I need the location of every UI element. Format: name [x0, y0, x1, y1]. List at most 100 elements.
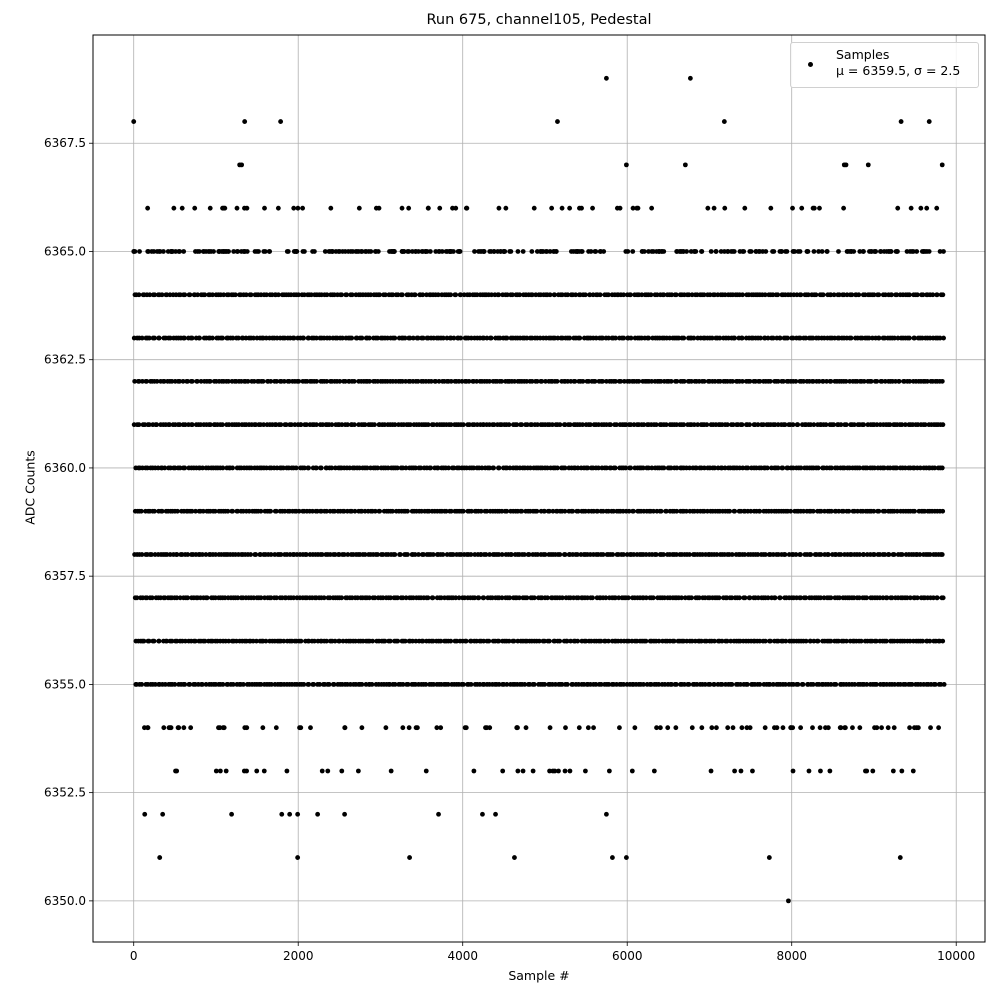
data-point	[161, 725, 167, 731]
data-point	[818, 552, 824, 557]
data-point	[410, 335, 416, 341]
data-point	[725, 249, 731, 254]
data-point	[370, 638, 375, 644]
data-point	[837, 725, 843, 731]
data-point	[831, 292, 837, 298]
y-tick-label: 6365.0	[44, 244, 86, 258]
data-point	[234, 205, 240, 211]
x-tick-label: 2000	[283, 949, 314, 963]
data-point	[717, 378, 723, 384]
data-point	[392, 422, 398, 428]
data-point	[920, 638, 926, 644]
data-point	[486, 638, 492, 644]
data-point	[430, 595, 436, 601]
data-point	[742, 595, 748, 601]
data-point	[460, 682, 466, 687]
data-point	[621, 292, 626, 298]
data-point	[621, 335, 627, 341]
data-point	[433, 249, 439, 254]
data-point	[852, 682, 858, 687]
data-point	[868, 249, 874, 254]
data-point	[359, 682, 365, 687]
data-point	[202, 292, 208, 298]
data-point	[254, 768, 260, 774]
data-point	[425, 422, 431, 428]
data-point	[372, 595, 378, 601]
data-point	[891, 552, 897, 557]
data-point	[438, 638, 444, 644]
data-point	[185, 552, 191, 557]
data-point	[308, 292, 314, 298]
data-point	[180, 378, 186, 384]
data-point	[688, 249, 694, 254]
data-point	[861, 552, 867, 557]
data-point	[861, 378, 867, 384]
data-point	[220, 422, 225, 428]
data-point	[793, 378, 799, 384]
data-point	[339, 422, 345, 428]
data-point	[631, 508, 636, 514]
data-point	[740, 465, 746, 471]
data-point	[585, 725, 591, 731]
data-point	[557, 422, 563, 428]
data-point	[235, 249, 241, 254]
data-point	[730, 422, 736, 428]
data-point	[848, 335, 854, 341]
data-point	[291, 335, 297, 341]
data-point	[293, 465, 299, 471]
data-point	[440, 335, 446, 341]
data-point	[810, 335, 816, 341]
data-point	[418, 465, 424, 471]
data-point	[907, 378, 913, 384]
data-point	[275, 205, 281, 211]
data-point	[262, 205, 267, 211]
data-point	[573, 292, 579, 298]
data-point	[324, 378, 330, 384]
data-point	[783, 682, 788, 687]
data-point	[329, 422, 335, 428]
data-point	[437, 205, 443, 211]
data-point	[499, 552, 505, 557]
data-point	[872, 725, 877, 731]
data-point	[833, 682, 839, 687]
data-point	[440, 552, 446, 557]
data-point	[152, 292, 158, 298]
data-point	[484, 508, 490, 514]
data-point	[650, 595, 656, 601]
data-point	[606, 638, 611, 644]
data-point	[567, 335, 573, 341]
data-point	[937, 335, 943, 341]
data-point	[534, 508, 540, 514]
data-point	[481, 638, 487, 644]
data-point	[454, 638, 460, 644]
data-point	[850, 725, 855, 731]
data-point	[725, 422, 730, 428]
data-point	[595, 508, 600, 514]
data-point	[639, 249, 645, 254]
data-point	[279, 811, 285, 817]
data-point	[549, 422, 555, 428]
data-point	[407, 422, 413, 428]
data-point	[798, 725, 804, 731]
data-point	[177, 465, 183, 471]
data-point	[892, 682, 898, 687]
data-point	[226, 638, 232, 644]
data-point	[798, 595, 804, 601]
data-point	[836, 292, 842, 298]
data-point	[631, 552, 637, 557]
data-point	[463, 205, 469, 211]
data-point	[738, 768, 744, 774]
data-point	[300, 205, 306, 211]
data-point	[763, 552, 768, 557]
data-point	[724, 638, 730, 644]
data-point	[471, 465, 477, 471]
data-point	[403, 595, 409, 601]
data-point	[203, 552, 209, 557]
data-point	[243, 292, 249, 298]
data-point	[321, 595, 327, 601]
data-point	[844, 249, 850, 254]
data-point	[740, 378, 745, 384]
data-point	[283, 422, 289, 428]
data-point	[156, 249, 162, 254]
